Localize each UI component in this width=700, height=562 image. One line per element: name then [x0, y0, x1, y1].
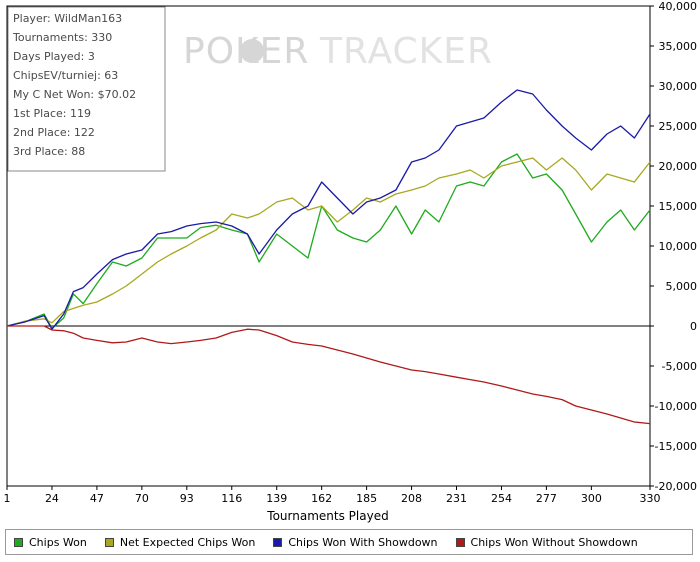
y-tick-label: -10,000 — [655, 400, 697, 413]
y-tick-label: 15,000 — [659, 200, 698, 213]
y-tick-label: 35,000 — [659, 40, 698, 53]
legend-item-with-showdown[interactable]: Chips Won With Showdown — [273, 535, 438, 549]
y-tick-label: 40,000 — [659, 0, 698, 13]
y-tick-label: 5,000 — [666, 280, 698, 293]
y-tick-label: 20,000 — [659, 160, 698, 173]
legend-swatch-net-expected — [104, 537, 114, 547]
y-tick-label: 10,000 — [659, 240, 698, 253]
stats-2nd-place: 2nd Place: 122 — [13, 126, 95, 139]
x-tick-label: 277 — [536, 492, 557, 505]
stats-box-frame — [7, 6, 166, 172]
x-tick-label: 70 — [135, 492, 149, 505]
legend-item-without-showdown[interactable]: Chips Won Without Showdown — [455, 535, 638, 549]
pokertracker-watermark: POKER TRACKER — [183, 31, 493, 72]
y-tick-label: 0 — [690, 320, 697, 333]
x-tick-label: 1 — [4, 492, 11, 505]
legend-swatch-chips-won — [14, 537, 23, 547]
x-tick-label: 93 — [180, 492, 194, 505]
series-line-chips-won-with-showdown — [6, 89, 651, 330]
series-group — [6, 89, 651, 425]
stats-1st-place: 1st Place: 119 — [13, 107, 91, 120]
x-tick-label: 139 — [266, 492, 287, 505]
stats-chipsev: ChipsEV/turniej: 63 — [13, 69, 118, 82]
x-axis: 1 24 47 70 93 116 139 162 185 208 231 254 277 300 330 — [4, 486, 661, 505]
series-line-chips-won — [6, 153, 651, 330]
legend-swatch-without-showdown — [455, 537, 465, 547]
series-line-net-expected-chips-won — [6, 157, 651, 327]
x-tick-label: 47 — [90, 492, 104, 505]
legend-label: Net Expected Chips Won — [119, 535, 256, 549]
x-tick-label: 208 — [401, 492, 422, 505]
stats-player: Player: WildMan163 — [13, 12, 122, 25]
stats-3rd-place: 3rd Place: 88 — [13, 145, 85, 158]
y-tick-label: -20,000 — [655, 480, 697, 493]
y-tick-label: -5,000 — [662, 360, 697, 373]
legend-item-chips-won[interactable]: Chips Won — [14, 536, 87, 549]
chart-svg: POKER TRACKER 40,000 35,000 30,000 25,000 20… — [4, 0, 698, 523]
player-stats-box: Player: WildMan163 Tournaments: 330 Days… — [7, 6, 166, 172]
legend-label: Chips Won — [29, 535, 87, 549]
watermark-chip-icon — [240, 39, 264, 63]
stats-net-won: My C Net Won: $70.02 — [13, 88, 136, 101]
series-line-chips-won-without-showdown — [7, 325, 651, 425]
x-tick-label: 330 — [640, 492, 661, 505]
y-tick-label: -15,000 — [655, 440, 697, 453]
y-axis: 40,000 35,000 30,000 25,000 20,000 15,000 10,0… — [650, 0, 697, 493]
legend-label: Chips Won Without Showdown — [470, 535, 638, 549]
x-tick-label: 162 — [311, 492, 332, 505]
watermark-right: TRACKER — [319, 31, 493, 72]
x-tick-label: 185 — [356, 492, 377, 505]
y-tick-label: 30,000 — [659, 80, 698, 93]
x-tick-label: 24 — [45, 492, 59, 505]
legend: Chips Won Net Expected Chips Won Chips W… — [5, 529, 693, 555]
x-axis-title: Tournaments Played — [266, 509, 388, 523]
x-tick-label: 116 — [221, 492, 242, 505]
x-tick-label: 300 — [581, 492, 602, 505]
legend-swatch-with-showdown — [273, 537, 283, 547]
y-tick-label: 25,000 — [659, 120, 698, 133]
stats-days-played: Days Played: 3 — [13, 50, 95, 63]
x-tick-label: 231 — [446, 492, 467, 505]
legend-label: Chips Won With Showdown — [288, 535, 438, 549]
stats-tournaments: Tournaments: 330 — [12, 31, 112, 44]
x-tick-label: 254 — [491, 492, 512, 505]
legend-item-net-expected[interactable]: Net Expected Chips Won — [104, 535, 256, 549]
